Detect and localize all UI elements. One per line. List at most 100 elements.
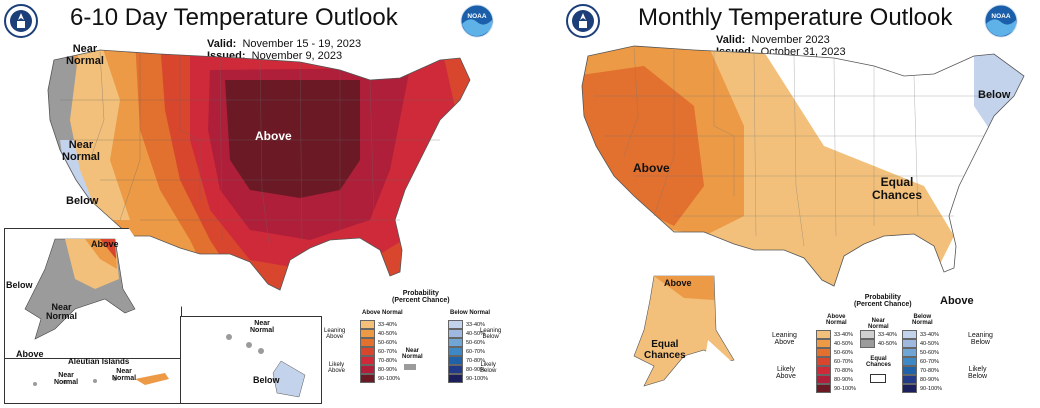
label-below-ca: Below: [66, 195, 99, 207]
legend-row: 50-60%: [902, 348, 942, 357]
legend-left: Probability (Percent Chance) Above Normal…: [320, 290, 520, 402]
legend-row: 50-60%: [448, 338, 488, 347]
noaa-logo-icon: NOAA: [460, 4, 494, 38]
legend-range: 40-50%: [834, 340, 853, 347]
legend-leaning-above: Leaning Above: [324, 328, 346, 341]
label-ak-near-normal: Near Normal: [46, 302, 78, 322]
legend-range: 70-80%: [378, 357, 397, 364]
legend-row: 33-40%: [902, 330, 942, 339]
legend-swatch: [902, 384, 917, 393]
six-to-ten-day-panel: NOAA 6-10 Day Temperature Outlook Valid:…: [0, 0, 520, 406]
legend-range: 33-40%: [378, 321, 397, 328]
commerce-seal-icon: [566, 4, 600, 38]
legend-row: 60-70%: [816, 357, 856, 366]
legend-swatch: [448, 365, 463, 374]
legend-range: 60-70%: [920, 358, 939, 365]
legend-range: 60-70%: [378, 348, 397, 355]
legend-row: 70-80%: [816, 366, 856, 375]
legend-swatch: [448, 329, 463, 338]
legend-near-swatch: [404, 364, 416, 370]
aleutian-inset: [4, 358, 182, 404]
legend-row: 80-90%: [360, 365, 400, 374]
legend-row: 40-50%: [448, 329, 488, 338]
legend-row: 60-70%: [448, 347, 488, 356]
alaska-map: [24, 238, 136, 340]
legend-range: 33-40%: [466, 321, 485, 328]
legend-row: 80-90%: [816, 375, 856, 384]
hawaii-inset: [180, 316, 322, 404]
legend-swatch: [360, 356, 375, 365]
legend-swatch: [902, 330, 917, 339]
legend-row: 90-100%: [448, 374, 488, 383]
legend-range: 40-50%: [466, 330, 485, 337]
legend-range: 50-60%: [834, 349, 853, 356]
legend-row: 33-40%: [448, 320, 488, 329]
legend-near-label: Near Normal: [402, 348, 423, 361]
label-aleutian-near-2: Near Normal: [112, 368, 137, 383]
legend-swatch: [816, 357, 831, 366]
legend-leaning-above: Leaning Above: [772, 332, 797, 347]
legend-row: 33-40%: [360, 320, 400, 329]
legend-swatch: [860, 339, 875, 348]
label-hi-near: Near Normal: [250, 320, 275, 335]
legend-range: 40-50%: [878, 340, 897, 347]
legend-swatch: [448, 374, 463, 383]
legend-swatch: [902, 375, 917, 384]
label-ak-above: Above: [664, 278, 692, 288]
legend-likely-above: Likely Above: [776, 366, 796, 381]
page-title: Monthly Temperature Outlook: [638, 4, 953, 31]
legend-row: 80-90%: [902, 375, 942, 384]
label-aleutian-near-1: Near Normal: [54, 372, 79, 387]
legend-swatch: [448, 320, 463, 329]
legend-likely-below: Likely Below: [968, 366, 988, 381]
label-ak-above-sw: Above: [16, 349, 44, 359]
legend-swatch: [816, 366, 831, 375]
legend-swatch: [860, 330, 875, 339]
legend-above-header: Above Normal: [362, 310, 403, 316]
legend-above-header: Above Normal: [826, 314, 847, 327]
legend-swatch: [360, 320, 375, 329]
legend-swatch: [816, 339, 831, 348]
page-title: 6-10 Day Temperature Outlook: [70, 4, 398, 31]
legend-title: Probability (Percent Chance): [392, 290, 450, 305]
conus-monthly-map: [581, 45, 1025, 287]
legend-range: 80-90%: [378, 366, 397, 373]
legend-range: 33-40%: [834, 331, 853, 338]
legend-row: 40-50%: [816, 339, 856, 348]
legend-below-header: Below Normal: [912, 314, 933, 327]
legend-range: 80-90%: [834, 376, 853, 383]
legend-swatch: [360, 347, 375, 356]
legend-range: 60-70%: [466, 348, 485, 355]
legend-range: 40-50%: [920, 340, 939, 347]
legend-range: 50-60%: [920, 349, 939, 356]
legend-range: 90-100%: [378, 375, 401, 382]
legend-swatch: [902, 348, 917, 357]
legend-row: 60-70%: [902, 357, 942, 366]
aleutian-map: [33, 373, 169, 386]
label-equal-chances: Equal Chances: [872, 175, 923, 202]
legend-row: 70-80%: [902, 366, 942, 375]
monthly-panel: NOAA Monthly Temperature Outlook Valid: …: [520, 0, 1040, 406]
legend-row: 33-40%: [816, 330, 856, 339]
legend-likely-above: Likely Above: [328, 362, 346, 375]
legend-row: 50-60%: [816, 348, 856, 357]
legend-swatch: [448, 347, 463, 356]
legend-swatch: [816, 384, 831, 393]
legend-row: 33-40%: [860, 330, 897, 339]
legend-swatch: [816, 330, 831, 339]
legend-swatch: [360, 338, 375, 347]
label-ak-below: Below: [6, 280, 33, 290]
legend-swatch: [360, 329, 375, 338]
alaska-map: [633, 275, 735, 387]
legend-row: 90-100%: [902, 384, 942, 393]
legend-swatch: [816, 375, 831, 384]
legend-range: 90-100%: [920, 385, 943, 392]
legend-row: 40-50%: [902, 339, 942, 348]
conus-outlook-map: [47, 49, 471, 291]
legend-row: 40-50%: [860, 339, 897, 348]
legend-right: Probability (Percent Chance) Above Normal …: [772, 294, 1012, 404]
legend-row: 90-100%: [816, 384, 856, 393]
legend-range: 70-80%: [920, 367, 939, 374]
legend-range: 70-80%: [466, 357, 485, 364]
valid-line: Valid: November 2023: [716, 34, 830, 46]
